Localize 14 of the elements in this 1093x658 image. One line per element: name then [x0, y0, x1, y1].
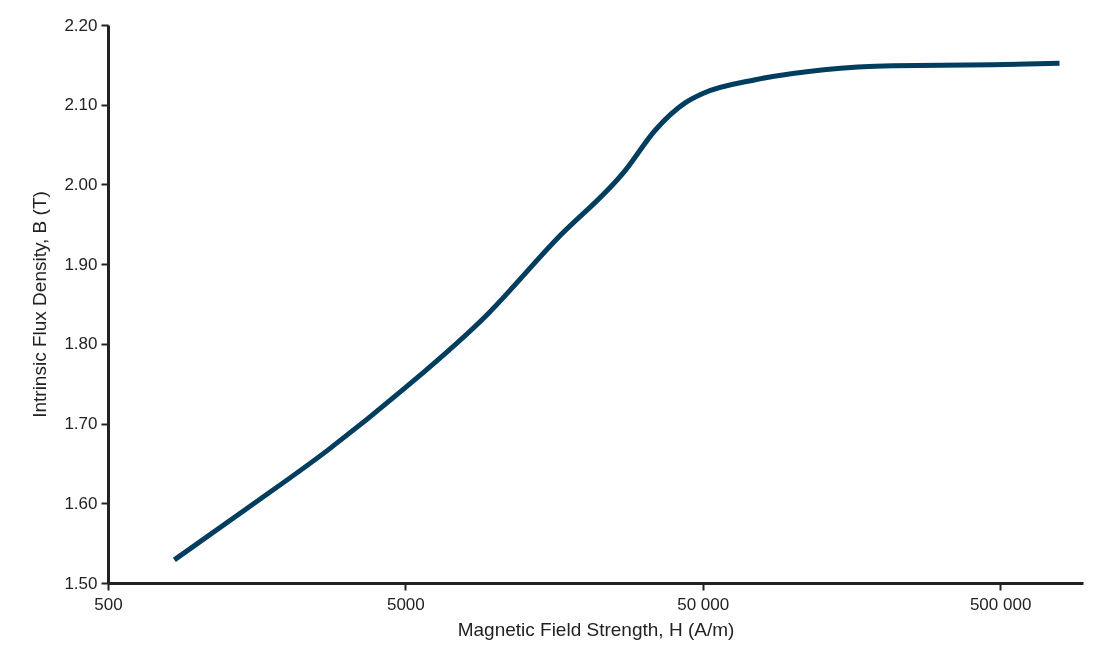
y-tick-label: 2.10	[64, 95, 98, 115]
y-tick-label: 2.00	[64, 174, 98, 194]
x-tick-label: 5000	[386, 594, 425, 614]
y-tick-label: 1.50	[64, 573, 98, 593]
x-tick-label: 500 000	[969, 594, 1032, 614]
y-tick-label: 1.80	[64, 334, 98, 354]
y-tick-label: 2.20	[64, 15, 98, 35]
x-tick-label: 50 000	[677, 594, 730, 614]
x-tick-label: 500	[94, 594, 123, 614]
x-axis-title: Magnetic Field Strength, H (A/m)	[457, 618, 735, 640]
y-tick-label: 1.90	[64, 254, 98, 274]
y-axis-title: Intrinsic Flux Density, B (T)	[29, 191, 51, 418]
y-tick-label: 1.70	[64, 414, 98, 434]
y-tick-label: 1.60	[64, 493, 98, 513]
